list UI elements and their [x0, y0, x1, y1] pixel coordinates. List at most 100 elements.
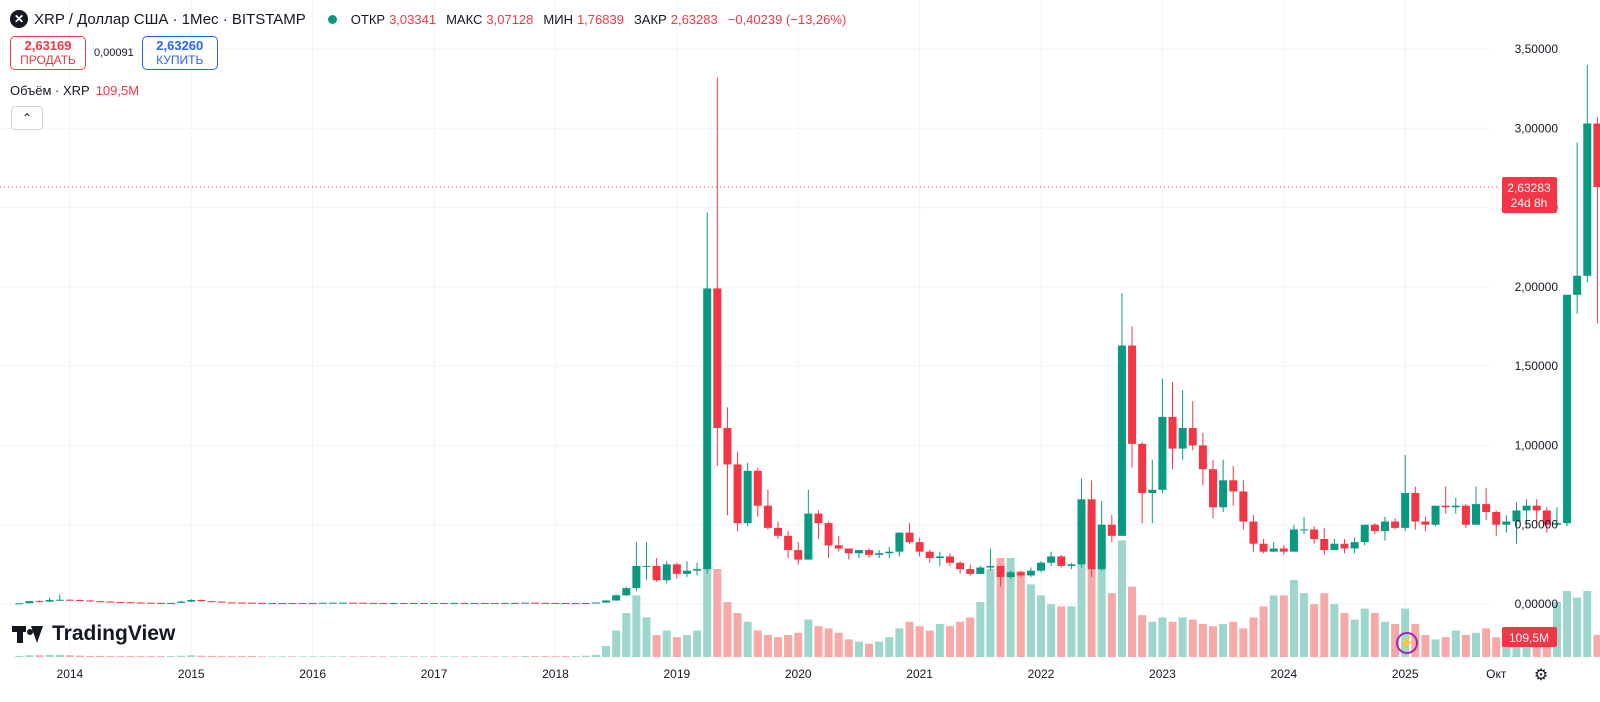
candle-body — [834, 545, 843, 549]
volume-bar — [187, 655, 196, 657]
volume-bar — [75, 655, 84, 657]
volume-bar — [146, 656, 155, 657]
candle-body — [490, 602, 499, 604]
price-tick-label: 3,00000 — [1515, 121, 1559, 135]
time-tick-label: 2015 — [178, 667, 205, 681]
high-label: МАКС — [446, 11, 483, 27]
volume-bar — [895, 628, 904, 657]
candle-body — [1219, 480, 1228, 508]
candle-body — [925, 551, 934, 559]
candle-body — [237, 602, 246, 604]
volume-bar — [1016, 571, 1025, 657]
volume-bar — [1006, 558, 1015, 657]
candle-body — [1482, 504, 1491, 513]
candle-body — [743, 470, 752, 524]
volume-bar — [318, 656, 327, 657]
volume-bar — [126, 656, 135, 657]
buy-button[interactable]: 2,63260 КУПИТЬ — [141, 36, 218, 70]
volume-bar — [379, 656, 388, 657]
candle-body — [1593, 123, 1600, 187]
time-tick-label: 2023 — [1149, 667, 1176, 681]
volume-bar — [328, 656, 337, 657]
volume-bar — [1431, 639, 1440, 657]
lightning-icon[interactable]: ⚡ — [1396, 632, 1418, 654]
volume-bar — [865, 643, 874, 657]
time-tick-label: 2014 — [57, 667, 84, 681]
gear-icon[interactable]: ⚙ — [1533, 667, 1549, 684]
volume-bar — [167, 656, 176, 657]
volume-bar — [693, 630, 702, 657]
volume-bar — [1300, 593, 1309, 657]
volume-bar — [1391, 624, 1400, 657]
volume-bar — [308, 656, 317, 657]
volume-bar — [217, 656, 226, 657]
volume-bar — [1320, 593, 1329, 657]
volume-bar — [632, 595, 641, 657]
volume-bar — [531, 656, 540, 657]
collapse-legend-button[interactable]: ⌃ — [11, 106, 43, 130]
volume-bar — [1037, 595, 1046, 657]
candle-body — [1391, 521, 1400, 528]
candle-body — [1360, 524, 1369, 543]
volume-bar — [834, 632, 843, 657]
candle-body — [379, 602, 388, 604]
volume-bar — [672, 637, 681, 657]
volume-bar — [177, 655, 186, 657]
close-label: ЗАКР — [633, 11, 667, 27]
volume-bar — [844, 639, 853, 657]
candle-body — [55, 599, 64, 601]
candle-body — [1188, 427, 1197, 446]
candle-body — [409, 602, 418, 604]
volume-bar — [55, 654, 64, 657]
volume-bar — [1360, 608, 1369, 657]
candle-body — [1087, 499, 1096, 570]
volume-bar — [1107, 593, 1116, 657]
candle-body — [804, 513, 813, 560]
tradingview-logo[interactable]: TradingView — [12, 622, 175, 646]
volume-bar — [1583, 591, 1592, 657]
candle-body — [1067, 564, 1076, 566]
candle-body — [632, 565, 641, 589]
volume-bar — [1330, 604, 1339, 657]
trade-panel: 2,63169 ПРОДАТЬ 0,00091 2,63260 КУПИТЬ — [10, 36, 218, 70]
candle-body — [1016, 572, 1025, 576]
candle-body — [763, 505, 772, 528]
candle-body — [1451, 505, 1460, 508]
candle-body — [136, 602, 145, 604]
last-price-label: 2,63283 — [1507, 181, 1551, 195]
volume-bar — [885, 637, 894, 657]
volume-bar — [1350, 619, 1359, 657]
candle-body — [1168, 416, 1177, 449]
market-status-dot[interactable] — [327, 14, 337, 24]
candle-body — [227, 602, 236, 604]
volume-bar — [622, 613, 631, 657]
volume-legend[interactable]: Объём · XRP 109,5M — [10, 83, 139, 98]
volume-bar — [642, 617, 651, 657]
candle-body — [75, 600, 84, 602]
volume-bar — [288, 656, 297, 657]
symbol-title[interactable]: XRP / Доллар США · 1Мес · BITSTAMP — [34, 10, 306, 28]
candle-body — [207, 601, 216, 603]
candle-body — [1401, 493, 1410, 528]
candle-body — [116, 602, 125, 604]
candle-body — [1512, 510, 1521, 522]
candle-body — [966, 569, 975, 574]
price-tick-label: 1,00000 — [1515, 438, 1559, 452]
candle-body — [126, 602, 135, 604]
candle-body — [1583, 123, 1592, 276]
candle-body — [642, 565, 651, 567]
volume-bar — [116, 656, 125, 657]
time-tick-label: 2018 — [542, 667, 569, 681]
candle-body — [1573, 275, 1582, 295]
volume-bar — [1198, 624, 1207, 657]
candle-body — [1208, 469, 1217, 508]
volume-bar — [733, 613, 742, 657]
volume-bar — [1269, 595, 1278, 657]
volume-legend-value: 109,5M — [95, 83, 140, 98]
candle-body — [976, 567, 985, 574]
volume-bar — [1441, 637, 1450, 657]
candle-body — [703, 288, 712, 570]
sell-button[interactable]: 2,63169 ПРОДАТЬ — [10, 36, 86, 70]
candle-body — [1300, 529, 1309, 531]
